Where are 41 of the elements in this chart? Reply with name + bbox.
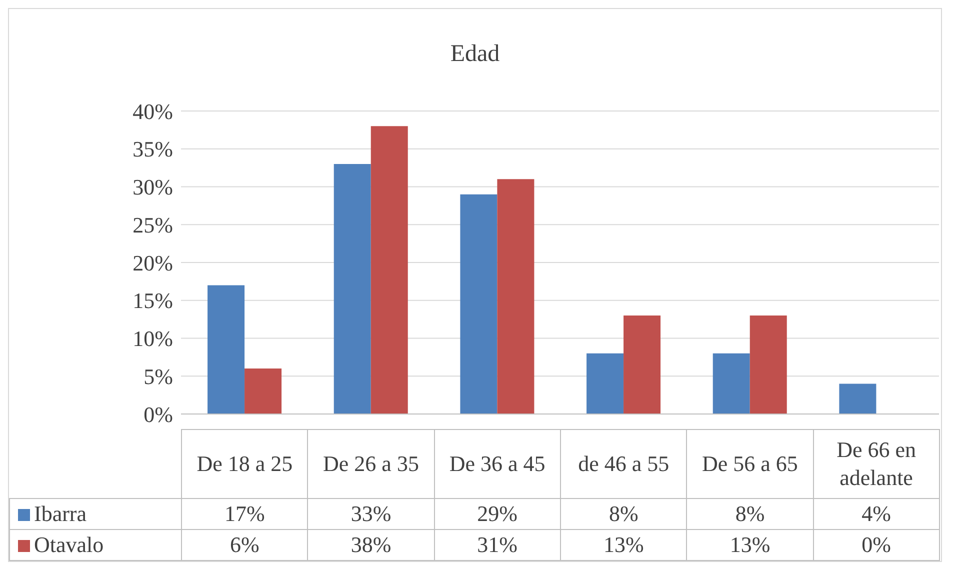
legend-label: Ibarra [10,498,182,530]
bar [624,316,661,414]
y-tick-label: 35% [132,136,173,162]
bar [750,316,787,414]
y-tick-label: 25% [132,212,173,238]
data-label: 31% [434,530,560,560]
bar [208,285,245,414]
y-tick-label: 5% [144,364,173,389]
y-tick-label: 30% [132,174,173,200]
y-tick-label: 20% [132,250,173,276]
y-tick-label: 40% [132,98,173,124]
data-label: 29% [434,498,560,530]
bar [370,126,408,414]
x-tick-label: De 26 a 35 [308,430,434,498]
bar [839,384,876,414]
y-tick-label: 15% [132,288,173,314]
x-tick-label: De 18 a 25 [182,430,308,498]
y-tick-label: 0% [144,402,173,427]
data-label: 8% [560,498,687,530]
data-label: 8% [686,498,814,530]
data-label: 33% [308,498,434,530]
bar [497,179,534,414]
y-tick-label: 10% [132,326,173,352]
data-label: 6% [182,530,308,560]
legend-label: Otavalo [10,530,182,560]
data-label: 38% [308,530,434,560]
data-label: 13% [686,530,814,560]
x-tick-label: De 36 a 45 [434,430,560,498]
bar [244,368,282,414]
x-tick-label: De 66 en adelante [813,430,940,498]
bar [460,194,498,414]
bar [334,164,371,414]
chart-title: Edad [449,40,501,69]
x-tick-label: De 56 a 65 [686,430,814,498]
data-label: 13% [560,530,687,560]
data-label: 0% [813,530,940,560]
data-label: 4% [813,498,940,530]
x-tick-label: de 46 a 55 [560,430,687,498]
data-label: 17% [182,498,308,530]
bar [712,353,750,414]
bar [586,353,624,414]
